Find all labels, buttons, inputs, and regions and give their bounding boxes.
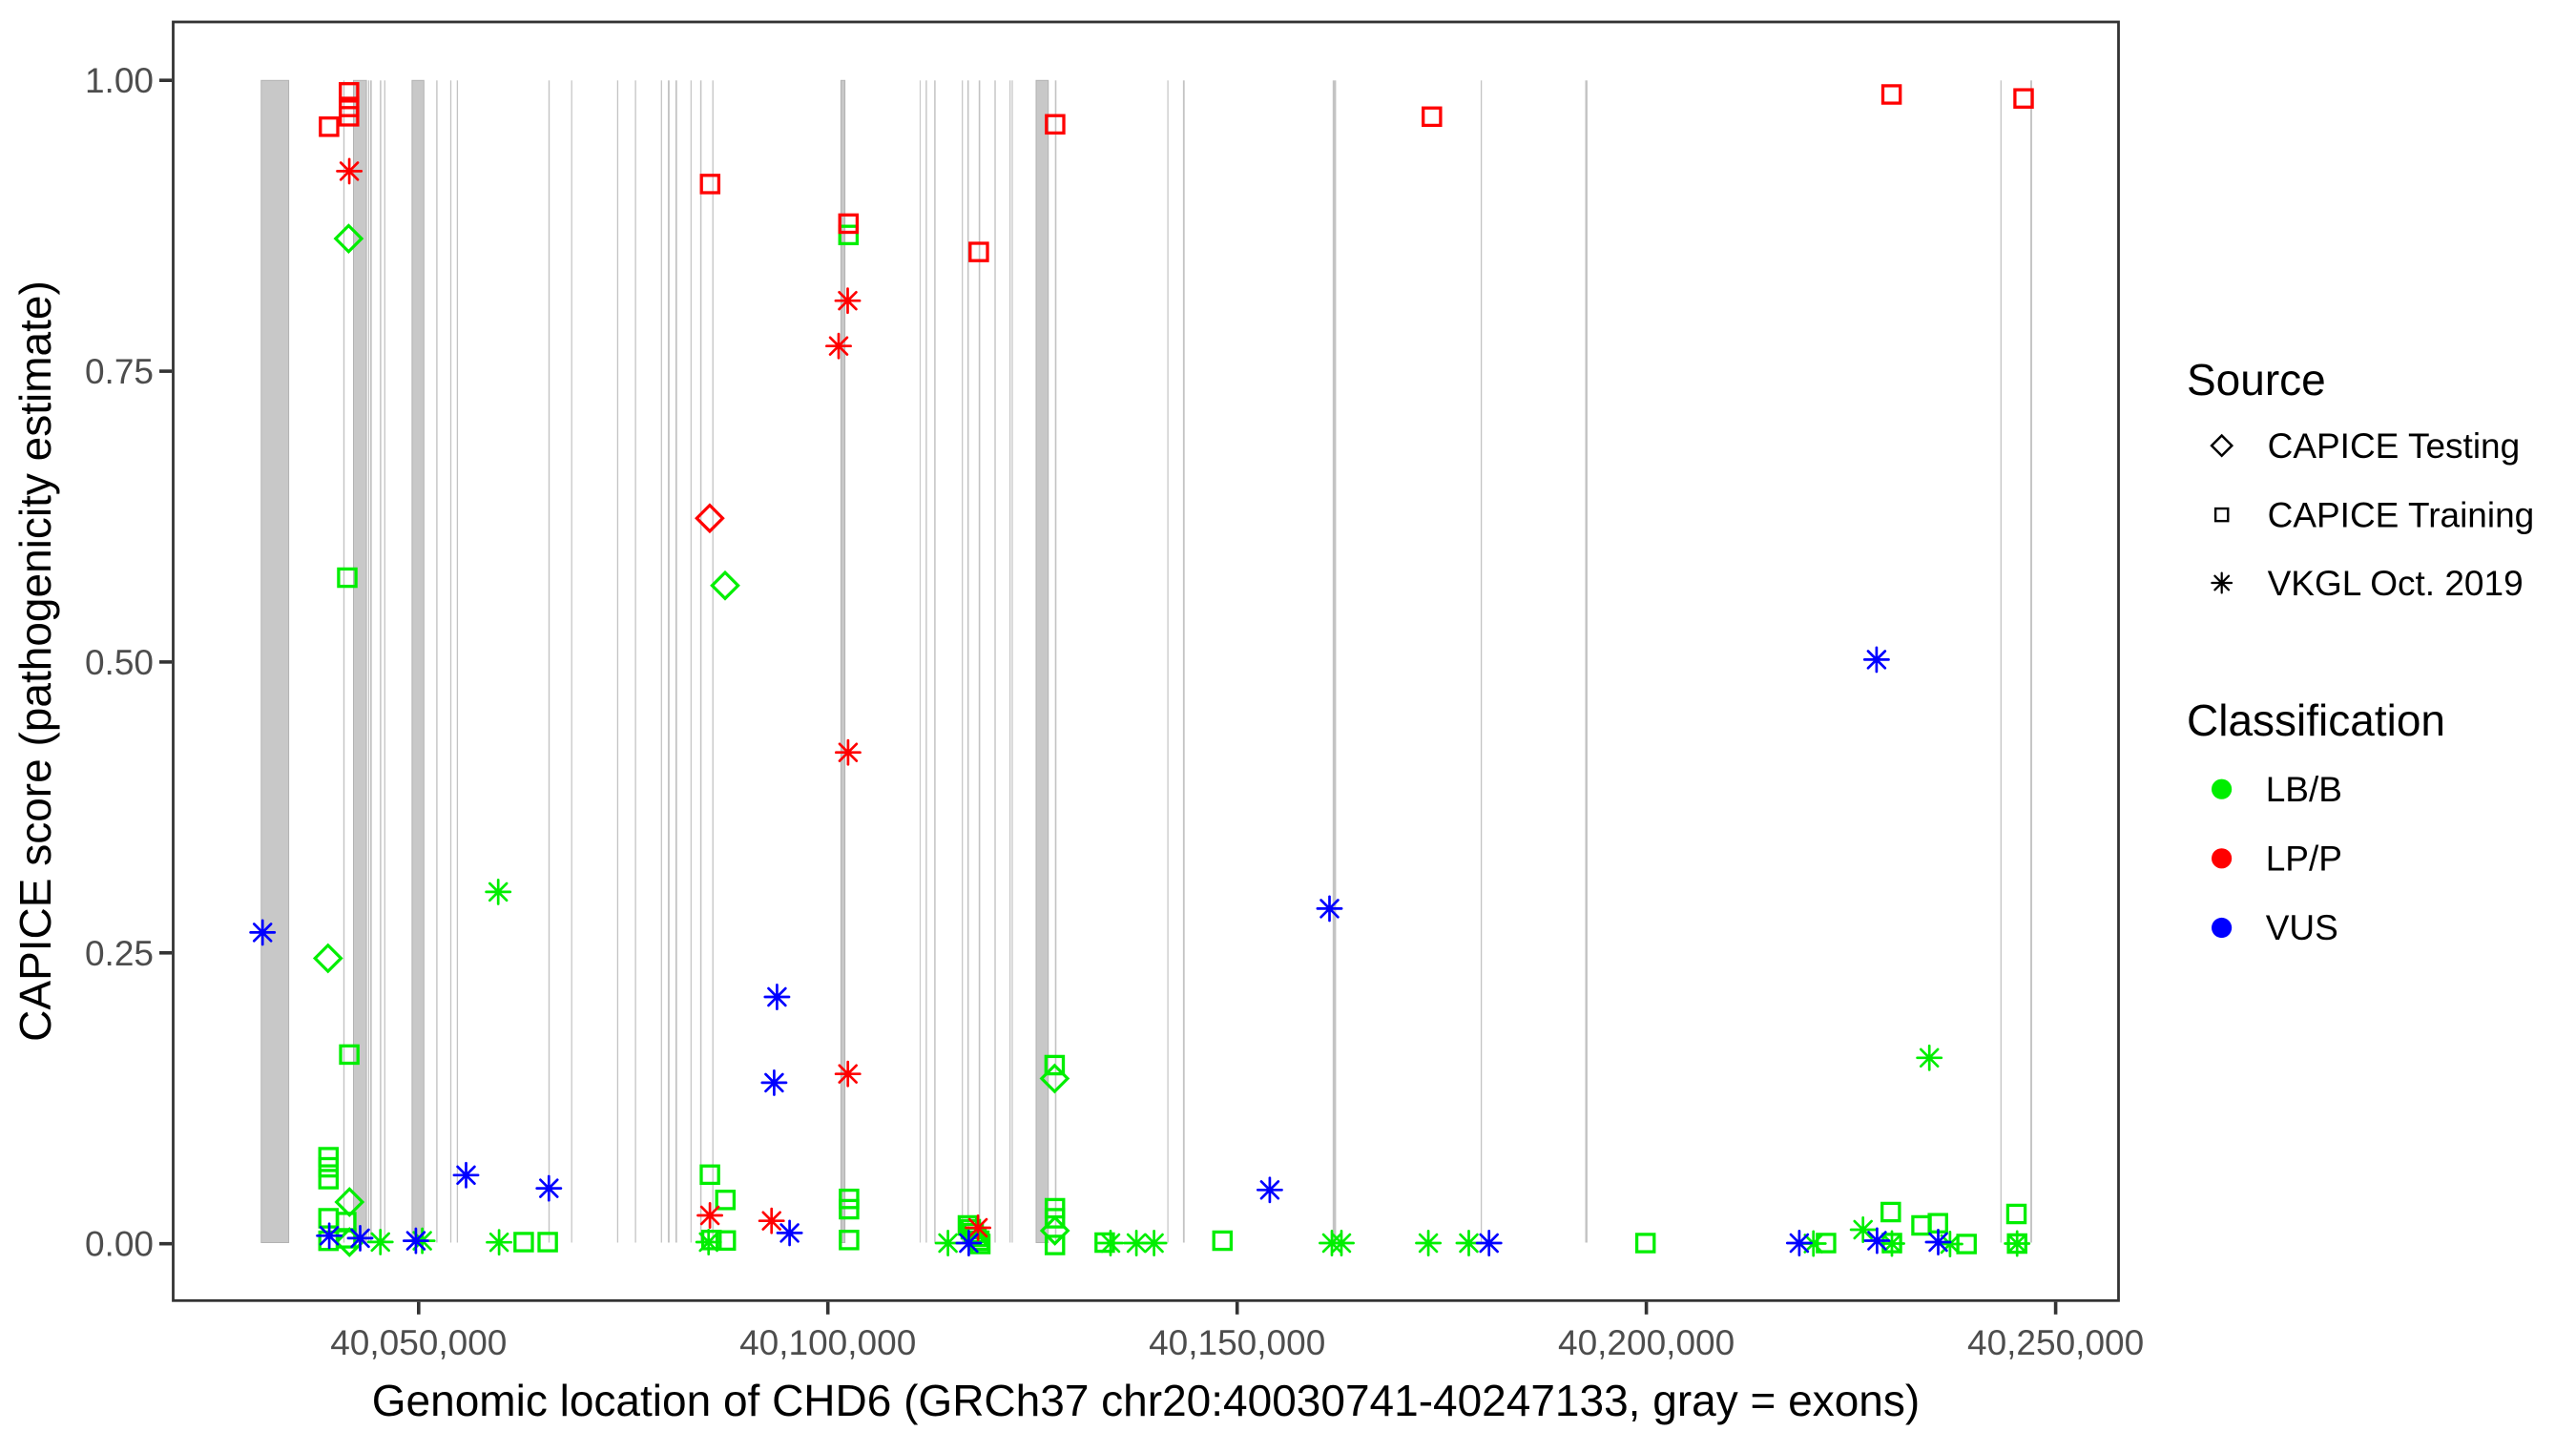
svg-text:0.75: 0.75: [85, 352, 154, 391]
svg-text:0.50: 0.50: [85, 643, 154, 682]
svg-text:40,250,000: 40,250,000: [1967, 1323, 2144, 1362]
svg-text:0.00: 0.00: [85, 1225, 154, 1264]
svg-text:40,150,000: 40,150,000: [1149, 1323, 1325, 1362]
svg-text:Source: Source: [2187, 355, 2326, 404]
svg-text:0.25: 0.25: [85, 934, 154, 973]
svg-text:Classification: Classification: [2187, 695, 2445, 745]
svg-text:CAPICE Training: CAPICE Training: [2268, 496, 2535, 535]
svg-text:40,050,000: 40,050,000: [330, 1323, 507, 1362]
svg-text:40,100,000: 40,100,000: [739, 1323, 916, 1362]
svg-text:LP/P: LP/P: [2266, 840, 2342, 879]
svg-text:1.00: 1.00: [85, 61, 154, 100]
svg-text:LB/B: LB/B: [2266, 770, 2342, 809]
svg-text:CAPICE Testing: CAPICE Testing: [2268, 426, 2521, 466]
svg-text:CAPICE score (pathogenicity es: CAPICE score (pathogenicity estimate): [10, 280, 60, 1042]
svg-text:Genomic location of CHD6 (GRCh: Genomic location of CHD6 (GRCh37 chr20:4…: [372, 1376, 1920, 1425]
svg-text:40,200,000: 40,200,000: [1558, 1323, 1735, 1362]
svg-text:VKGL Oct. 2019: VKGL Oct. 2019: [2268, 564, 2524, 603]
svg-text:VUS: VUS: [2266, 908, 2338, 947]
